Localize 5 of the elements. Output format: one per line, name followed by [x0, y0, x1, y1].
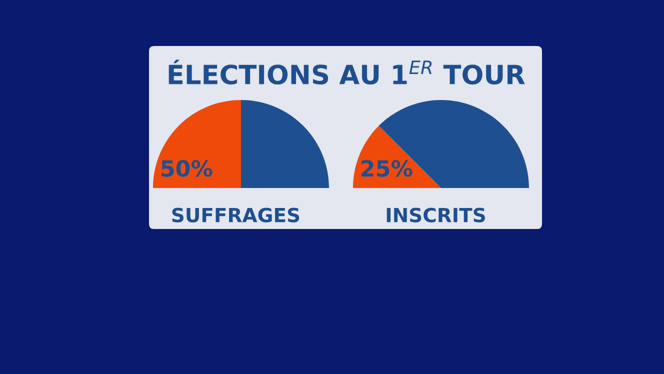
chart-title: ÉLECTIONS AU 1$^{ER}$ TOUR [168, 60, 525, 85]
data-label: 25% [362, 160, 412, 177]
text: SUFFRAGES [172, 208, 300, 222]
text: INSCRITS [386, 208, 485, 222]
data-label: 50% [162, 160, 212, 177]
